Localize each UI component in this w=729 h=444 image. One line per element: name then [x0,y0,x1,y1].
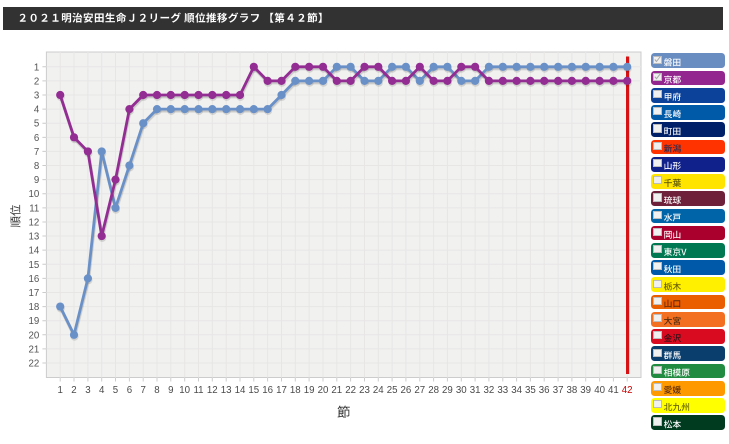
svg-text:23: 23 [359,385,370,396]
svg-text:1: 1 [58,385,63,396]
svg-text:2: 2 [71,385,76,396]
svg-text:42: 42 [622,385,633,396]
svg-text:37: 37 [553,385,564,396]
svg-text:7: 7 [141,385,146,396]
svg-text:5: 5 [113,385,118,396]
svg-text:13: 13 [29,232,40,243]
svg-text:28: 28 [428,385,439,396]
svg-text:2: 2 [34,76,39,87]
svg-text:5: 5 [34,119,39,130]
svg-text:19: 19 [304,385,315,396]
svg-text:19: 19 [29,316,40,327]
svg-text:6: 6 [127,385,132,396]
svg-text:20: 20 [29,330,40,341]
svg-text:1: 1 [34,62,39,73]
svg-text:4: 4 [34,105,40,116]
svg-text:13: 13 [221,385,232,396]
svg-text:21: 21 [331,385,342,396]
svg-text:14: 14 [235,385,246,396]
svg-text:6: 6 [34,133,39,144]
svg-text:12: 12 [29,218,40,229]
svg-text:18: 18 [29,302,40,313]
svg-text:40: 40 [594,385,605,396]
svg-text:31: 31 [470,385,481,396]
svg-text:14: 14 [29,246,40,257]
svg-text:7: 7 [34,147,39,158]
svg-text:10: 10 [29,189,40,200]
svg-text:29: 29 [442,385,453,396]
svg-text:36: 36 [539,385,550,396]
svg-text:27: 27 [414,385,425,396]
svg-text:8: 8 [154,385,159,396]
svg-text:38: 38 [567,385,578,396]
svg-text:17: 17 [276,385,287,396]
svg-text:18: 18 [290,385,301,396]
svg-text:20: 20 [318,385,329,396]
svg-text:15: 15 [248,385,259,396]
svg-text:39: 39 [580,385,591,396]
svg-text:34: 34 [511,385,522,396]
svg-text:15: 15 [29,260,40,271]
svg-text:3: 3 [34,91,39,102]
svg-text:9: 9 [34,175,39,186]
svg-text:32: 32 [484,385,495,396]
svg-text:24: 24 [373,385,384,396]
svg-text:35: 35 [525,385,536,396]
svg-text:11: 11 [29,203,39,214]
svg-text:4: 4 [99,385,105,396]
svg-text:8: 8 [34,161,39,172]
svg-text:16: 16 [262,385,273,396]
svg-text:16: 16 [29,274,40,285]
svg-text:22: 22 [345,385,356,396]
svg-text:26: 26 [401,385,412,396]
svg-text:25: 25 [387,385,398,396]
svg-text:11: 11 [193,385,203,396]
svg-text:12: 12 [207,385,218,396]
svg-text:3: 3 [85,385,90,396]
svg-text:22: 22 [29,359,40,370]
svg-text:33: 33 [497,385,508,396]
svg-text:17: 17 [29,288,40,299]
svg-text:10: 10 [179,385,190,396]
svg-text:30: 30 [456,385,467,396]
svg-text:21: 21 [29,344,40,355]
svg-text:9: 9 [168,385,173,396]
svg-text:41: 41 [608,385,619,396]
